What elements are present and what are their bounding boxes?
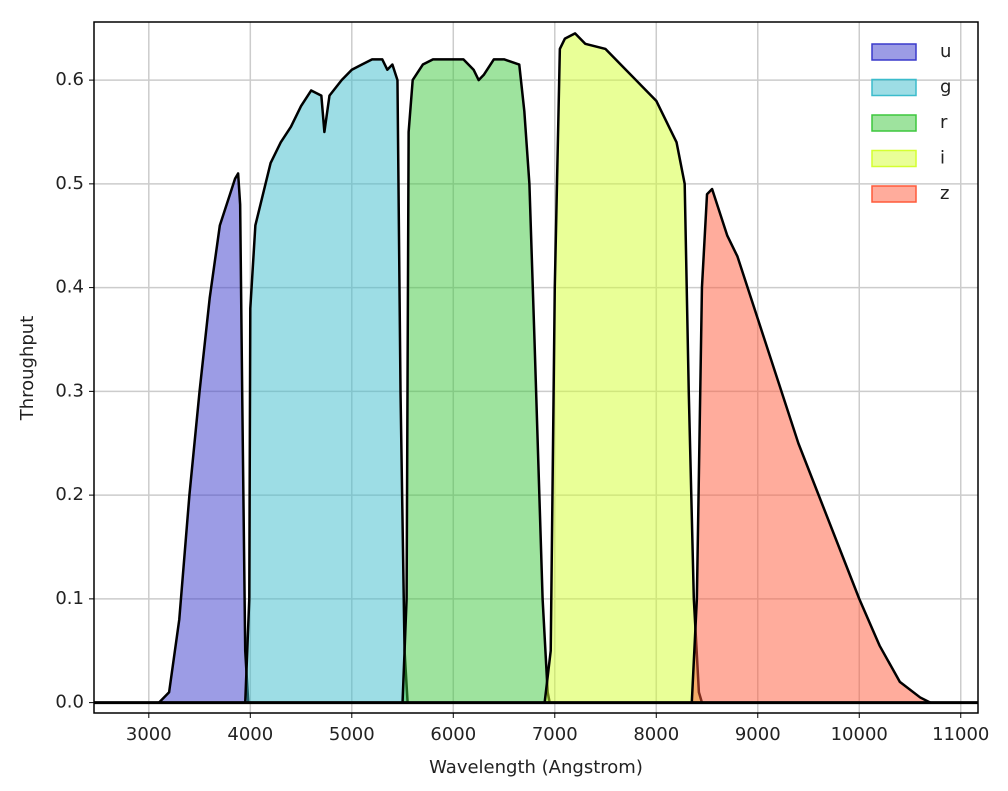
line (401, 58, 551, 703)
y-tick-label: 0.4 (55, 277, 84, 298)
area (544, 33, 702, 703)
y-tick-label: 0.2 (55, 484, 84, 505)
legend-label: g (940, 77, 951, 98)
x-axis-label: Wavelength (Angstrom) (429, 757, 643, 778)
area (245, 59, 408, 703)
y-tick-label: 0.5 (55, 173, 84, 194)
y-tick-label: 0.3 (55, 380, 84, 401)
legend-label: z (940, 183, 949, 204)
line (158, 172, 250, 704)
y-tick-label: 0.0 (55, 692, 84, 713)
y-tick-label: 0.1 (55, 588, 84, 609)
y-axis-label: Throughput (17, 316, 38, 422)
area (691, 189, 931, 703)
legend-label: r (940, 112, 948, 133)
legend-swatch (871, 114, 917, 132)
plot-frame (93, 21, 979, 714)
x-tick-label: 8000 (633, 724, 679, 745)
x-tick-label: 3000 (126, 724, 172, 745)
x-tick-label: 5000 (329, 724, 375, 745)
x-tick-label: 9000 (735, 724, 781, 745)
x-tick-label: 7000 (532, 724, 578, 745)
x-tick-label: 4000 (227, 724, 273, 745)
x-tick-label: 10000 (831, 724, 888, 745)
y-tick-label: 0.6 (55, 69, 84, 90)
line (243, 58, 409, 703)
legend-swatch (871, 43, 917, 61)
legend-label: i (940, 148, 945, 169)
line (543, 32, 704, 703)
legend-swatch (871, 185, 917, 203)
legend-swatch (871, 78, 917, 97)
x-tick-label: 11000 (932, 724, 989, 745)
legend-label: u (940, 41, 951, 62)
legend-swatch (871, 149, 917, 168)
area (158, 173, 249, 703)
x-tick-label: 6000 (430, 724, 476, 745)
line (690, 187, 931, 704)
area (402, 59, 550, 703)
